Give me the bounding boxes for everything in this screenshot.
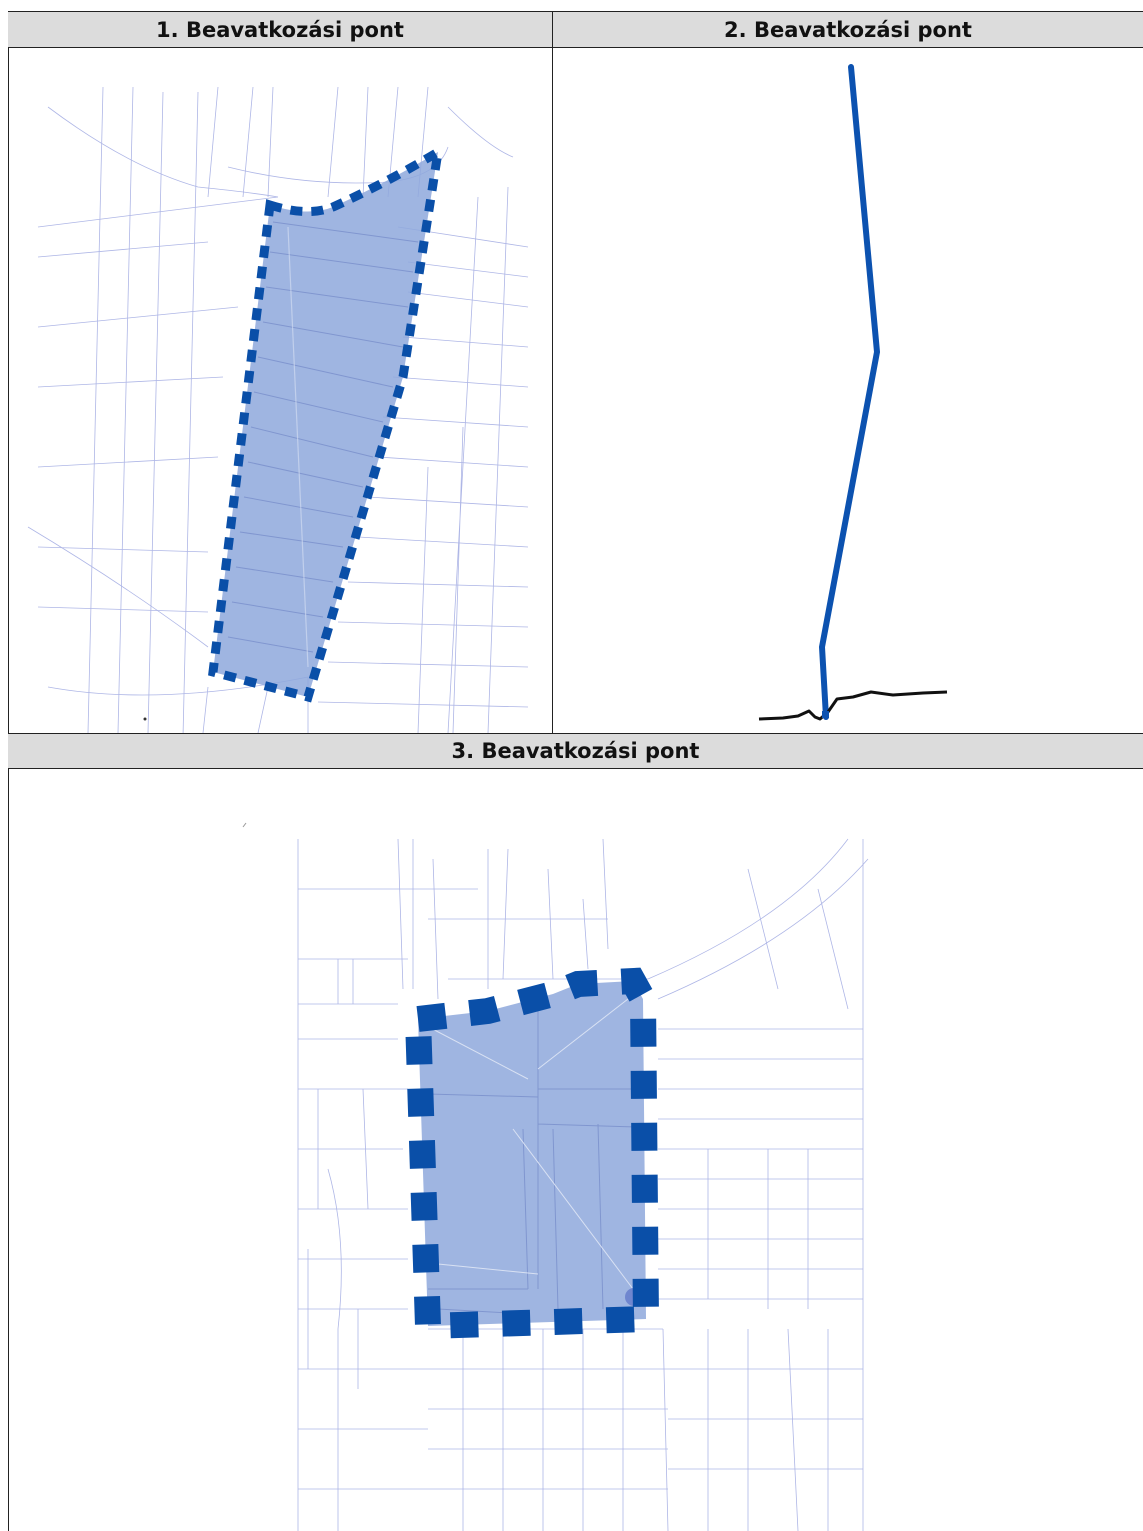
- inner-parcel-lines-3: [422, 998, 639, 1315]
- intervention-area-3: [418, 981, 646, 1326]
- map-panel-3: [8, 769, 1143, 1531]
- map-2-svg: [758, 64, 948, 721]
- inner-parcel-lines-1: [227, 221, 419, 668]
- table-divider-header-1: [8, 47, 1143, 48]
- map-dot: [143, 717, 147, 721]
- scan-mark: [242, 822, 247, 828]
- table-border-left: [8, 11, 9, 1531]
- table-border-top: [8, 11, 1143, 12]
- map-panel-2: [553, 47, 1143, 733]
- table-divider-row: [8, 733, 1143, 734]
- header-intervention-point-1: 1. Beavatkozási pont: [8, 12, 552, 47]
- map-3-svg: [242, 822, 869, 1531]
- intervention-boundary-1: [208, 143, 444, 703]
- map-panel-1: [8, 47, 552, 733]
- parcel-lines-3: [297, 838, 869, 1531]
- pipeline-route: [819, 64, 880, 720]
- header-intervention-point-3: 3. Beavatkozási pont: [8, 734, 1143, 768]
- table-divider-vertical: [552, 11, 553, 733]
- intervention-area-1: [213, 152, 438, 697]
- map-1-svg: [27, 86, 529, 733]
- pipeline-endpoint: [822, 711, 829, 718]
- table-divider-header-3: [8, 768, 1143, 769]
- intervention-boundary-3: [404, 967, 660, 1340]
- ground-line: [758, 690, 948, 721]
- header-intervention-point-2: 2. Beavatkozási pont: [553, 12, 1143, 47]
